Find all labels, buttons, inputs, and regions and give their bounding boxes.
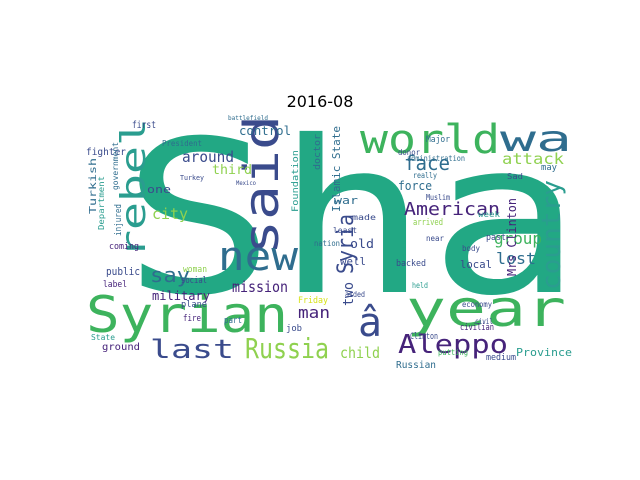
word-face: face: [404, 151, 450, 175]
word-doctor: doctor: [313, 133, 323, 170]
word-battlefield: battlefield: [228, 115, 268, 122]
word-city: city: [152, 205, 188, 223]
word-first: first: [132, 120, 156, 131]
word-economy: economy: [462, 300, 492, 309]
word-man: man: [298, 303, 330, 322]
word-turkey: Turkey: [180, 174, 204, 182]
word-one: one: [147, 183, 171, 196]
word-public: public: [106, 265, 140, 278]
word-control: control: [239, 124, 291, 138]
word-fire: fire: [183, 314, 201, 324]
word-made: made: [352, 213, 376, 222]
word-aleppo: Aleppo: [398, 330, 508, 360]
word-military: military: [152, 289, 210, 303]
word-aided: aided: [345, 290, 365, 299]
word-week: week: [478, 210, 500, 219]
word-last: last: [150, 335, 234, 365]
word-sha: Sha: [122, 95, 582, 342]
figure-title: 2016-08: [286, 92, 354, 111]
word-label: label: [103, 280, 127, 290]
word-around: around: [182, 148, 234, 166]
word-group: group: [494, 229, 542, 248]
word-syrian: Syrian: [86, 286, 288, 344]
word-attack: attack: [502, 150, 564, 168]
word-well: well: [340, 255, 366, 268]
word-foundation: Foundation: [291, 150, 301, 212]
word-force: force: [398, 179, 432, 193]
word-mrs-clinton: Mrs Clinton: [505, 198, 519, 276]
word-province: Province: [516, 346, 572, 359]
word-civil: civil: [475, 317, 493, 326]
word-plane: plane: [181, 300, 207, 310]
word-administration: administration: [407, 154, 465, 163]
word-nation: nation: [314, 239, 340, 248]
word-syria: Syria: [334, 214, 359, 274]
word-donor: donor: [398, 148, 420, 157]
word-russian: Russian: [396, 360, 436, 371]
word-coming: coming: [109, 242, 139, 252]
word-country: country: [537, 180, 567, 290]
word-department: Department: [97, 176, 106, 230]
word-war: war: [334, 194, 358, 207]
word-state: State: [91, 333, 115, 342]
word-clinton: Clinton: [410, 332, 438, 342]
word-body: body: [462, 244, 480, 253]
word-old: old: [350, 237, 374, 251]
word-really: really: [413, 171, 437, 180]
word-major: Major: [426, 135, 451, 145]
word-near: near: [426, 234, 444, 243]
word-rebel: rebel: [114, 118, 154, 258]
word-mission: mission: [232, 278, 288, 296]
word-mexico: Mexico: [236, 180, 256, 187]
word-islamic-state: Islamic State: [330, 126, 343, 212]
word-fighter: fighter: [86, 147, 126, 158]
word-russia: Russia: [245, 332, 329, 365]
word-social: social: [181, 276, 207, 286]
word-ground: ground: [102, 342, 140, 353]
word-airstrike: airstrike: [399, 218, 408, 258]
word-lost: lost: [496, 249, 536, 268]
word-local: local: [460, 258, 492, 271]
word-civilian: civilian: [460, 323, 494, 333]
word-government: government: [111, 142, 120, 190]
word-wa: wa: [500, 119, 572, 160]
word-injured: injured: [114, 204, 124, 236]
word-past: past: [486, 233, 506, 243]
word-two: two: [341, 282, 357, 306]
word-say: say: [150, 263, 190, 287]
word-medium: medium: [486, 353, 516, 363]
word-sad: Sad: [507, 172, 523, 181]
word-turkish: Turkish: [88, 158, 99, 214]
word-third: third: [212, 163, 252, 178]
word-new: new: [218, 234, 299, 280]
word-american: American: [404, 199, 500, 220]
word-muslim: Muslim: [426, 193, 450, 202]
word-held: held: [412, 281, 428, 290]
word-backed: backed: [396, 259, 426, 269]
word-putting: putting: [438, 348, 468, 357]
word-arrived: arrived: [413, 218, 443, 228]
word-friday: Friday: [298, 296, 329, 306]
word-president: President: [162, 139, 202, 148]
word-woman: woman: [183, 265, 207, 275]
word-part: part: [224, 316, 242, 326]
word-job: job: [286, 324, 302, 334]
word-year: year: [406, 280, 566, 338]
word-glyph: â: [358, 300, 382, 346]
word-said: said: [234, 115, 290, 255]
word-world: world: [360, 117, 500, 163]
word-may: may: [541, 163, 558, 173]
word-least: least: [333, 226, 357, 235]
word-child: child: [340, 344, 380, 362]
